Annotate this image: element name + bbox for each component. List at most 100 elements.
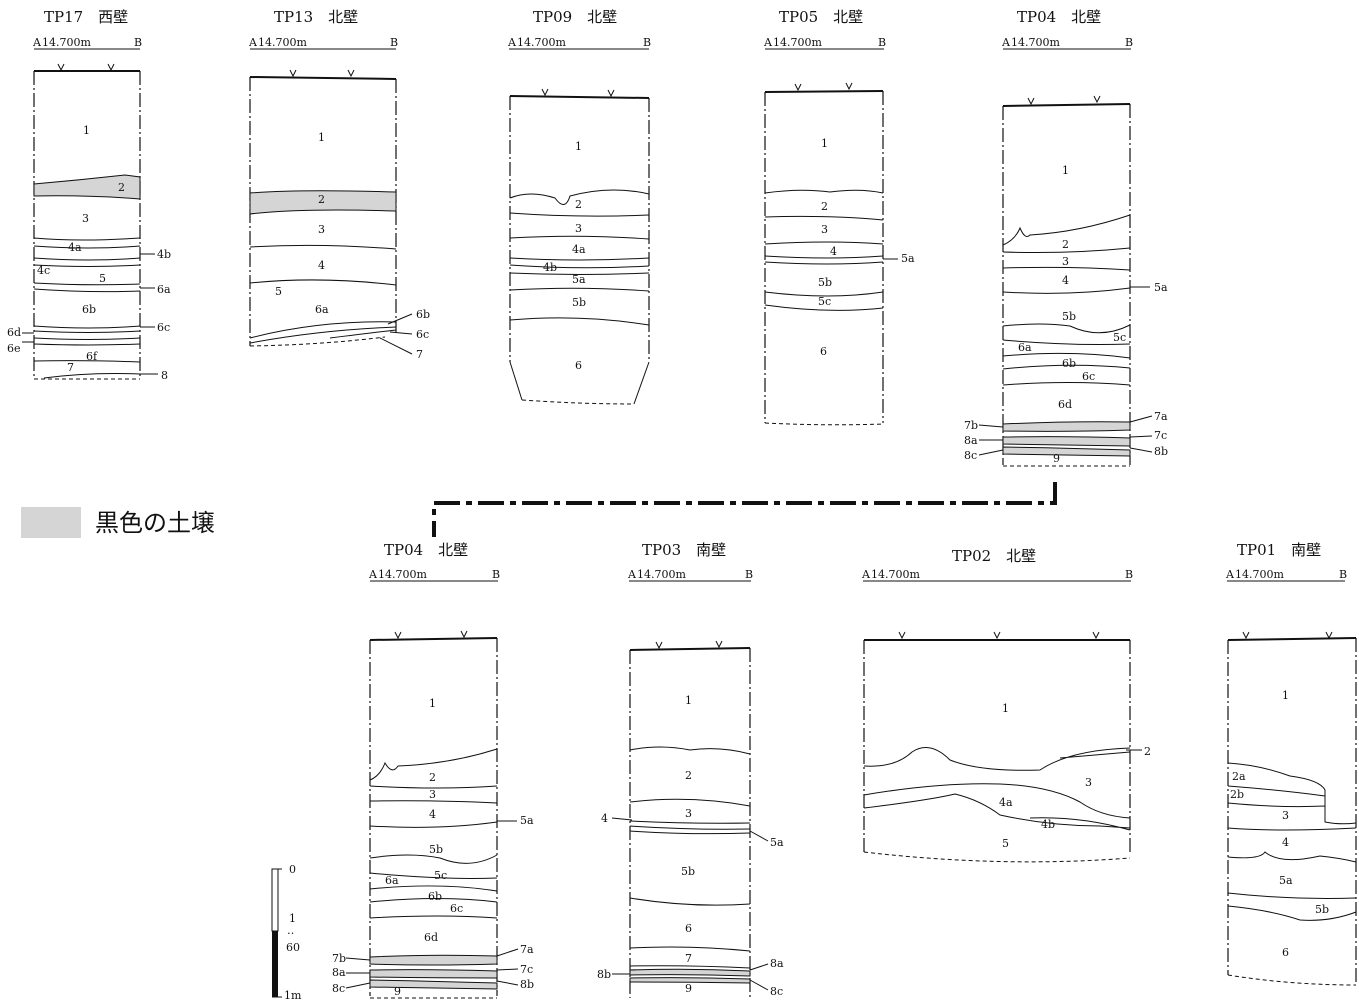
layer-label: 2	[318, 193, 325, 206]
layer-label: 5	[275, 285, 282, 298]
layer-label: 5b	[681, 865, 695, 878]
layer-label: 6d	[7, 326, 21, 339]
section-tp04-top: TP04 北壁 A 14.700m B 1 2 3 4 5a 5b 5c 6a …	[964, 8, 1168, 467]
layer-label: 7c	[520, 963, 533, 976]
datum-elevation: 14.700m	[637, 568, 686, 581]
datum-b-label: B	[134, 36, 142, 49]
datum-a-label: A	[248, 36, 258, 49]
layer-label: 4	[1282, 836, 1289, 849]
section-tp05: TP05 北壁 A 14.700m B 1 2 3 4 5a 5b 5c 6	[763, 8, 915, 426]
layer-label: 7	[416, 348, 423, 361]
layer-label: 6b	[428, 890, 442, 903]
section-tp02: TP02 北壁 A 14.700m B 1 2 3 4a 4b 5	[861, 547, 1151, 863]
datum-a-label: A	[507, 36, 517, 49]
layer-label: 3	[318, 223, 325, 236]
layer-label: 4b	[543, 261, 557, 274]
layer-label: 1	[318, 131, 325, 144]
layer-label: 9	[1053, 452, 1060, 465]
datum-elevation: 14.700m	[258, 36, 307, 49]
layer-label: 3	[1062, 255, 1069, 268]
layer-label: 3	[1282, 809, 1289, 822]
layer-label: 5b	[572, 296, 586, 309]
scale-label: 1	[289, 912, 296, 925]
layer-label: 1	[685, 694, 692, 707]
section-tp13: TP13 北壁 A 14.700m B 1 2 3 4 5 6a 6b 6c 7	[248, 8, 430, 361]
scale-label: 0	[289, 863, 296, 876]
layer-label: 4	[318, 259, 325, 272]
datum-elevation: 14.700m	[378, 568, 427, 581]
layer-label: 6c	[416, 328, 429, 341]
layer-label: 8c	[332, 982, 345, 995]
layer-label: 6a	[1018, 341, 1032, 354]
datum-a-label: A	[861, 568, 871, 581]
layer-label: 5b	[1315, 903, 1329, 916]
layer-label: 2	[1144, 745, 1151, 758]
layer-label: 1	[1062, 164, 1069, 177]
layer-label: 4a	[999, 796, 1013, 809]
layer-label: 7	[67, 361, 74, 374]
legend-label: 黒色の土壌	[95, 509, 215, 537]
section-title: TP09 北壁	[533, 8, 617, 26]
layer-label: 8b	[597, 968, 611, 981]
layer-label: 5c	[434, 869, 447, 882]
layer-label: 2	[821, 200, 828, 213]
layer-label: 1	[1282, 689, 1289, 702]
layer-label: 7a	[520, 943, 534, 956]
layer-label: 2	[1062, 238, 1069, 251]
layer-label: 1	[575, 140, 582, 153]
layer-label: 8a	[332, 966, 346, 979]
layer-label: 5c	[818, 295, 831, 308]
layer-label: 5a	[572, 273, 586, 286]
layer-label: 3	[429, 788, 436, 801]
layer-label: 4	[429, 808, 436, 821]
layer-label: 5a	[770, 836, 784, 849]
layer-label: 1	[83, 124, 90, 137]
layer-label: 1	[821, 137, 828, 150]
datum-b-label: B	[878, 36, 886, 49]
datum-b-label: B	[492, 568, 500, 581]
datum-b-label: B	[390, 36, 398, 49]
section-title: TP04 北壁	[384, 541, 468, 559]
layer-label: 5b	[1062, 310, 1076, 323]
datum-b-label: B	[745, 568, 753, 581]
section-title: TP17 西壁	[44, 8, 128, 26]
layer-label: 4b	[157, 248, 171, 261]
layer-label: 6e	[7, 342, 21, 355]
layer-label: 8c	[770, 985, 783, 998]
layer-label: 6f	[86, 350, 98, 363]
layer-label: 6c	[1082, 370, 1095, 383]
layer-label: 5a	[520, 814, 534, 827]
layer-label: 2b	[1230, 788, 1244, 801]
section-title: TP13 北壁	[274, 8, 358, 26]
section-title: TP03 南壁	[642, 541, 726, 559]
datum-b-label: B	[1125, 36, 1133, 49]
datum-b-label: B	[1339, 568, 1347, 581]
layer-label: 6c	[450, 902, 463, 915]
layer-label: 7b	[964, 419, 978, 432]
scale-label: 1m	[284, 989, 302, 1000]
layer-label: 2	[575, 198, 582, 211]
layer-label: 8a	[770, 957, 784, 970]
layer-label: 6b	[1062, 357, 1076, 370]
layer-label: 4a	[68, 241, 82, 254]
layer-label: 4b	[1041, 818, 1055, 831]
section-tp09: TP09 北壁 A 14.700m B 1 2 3 4a 4b 5a 5b 6	[507, 8, 651, 405]
layer-label: 1	[1002, 702, 1009, 715]
layer-label: 6b	[416, 308, 430, 321]
layer-label: 6b	[82, 303, 96, 316]
layer-label: 3	[821, 223, 828, 236]
layer-label: 1	[429, 697, 436, 710]
datum-elevation: 14.700m	[42, 36, 91, 49]
layer-label: 2	[429, 771, 436, 784]
layer-label: 5b	[818, 276, 832, 289]
layer-label: 3	[685, 807, 692, 820]
layer-label: 6c	[157, 321, 170, 334]
layer-label: 6a	[157, 283, 171, 296]
layer-label: 8b	[520, 978, 534, 991]
datum-elevation: 14.700m	[871, 568, 920, 581]
layer-label: 6	[1282, 946, 1289, 959]
layer-label: 6	[575, 359, 582, 372]
layer-label: 3	[575, 222, 582, 235]
datum-b-label: B	[1125, 568, 1133, 581]
layer-label: 6	[685, 922, 692, 935]
